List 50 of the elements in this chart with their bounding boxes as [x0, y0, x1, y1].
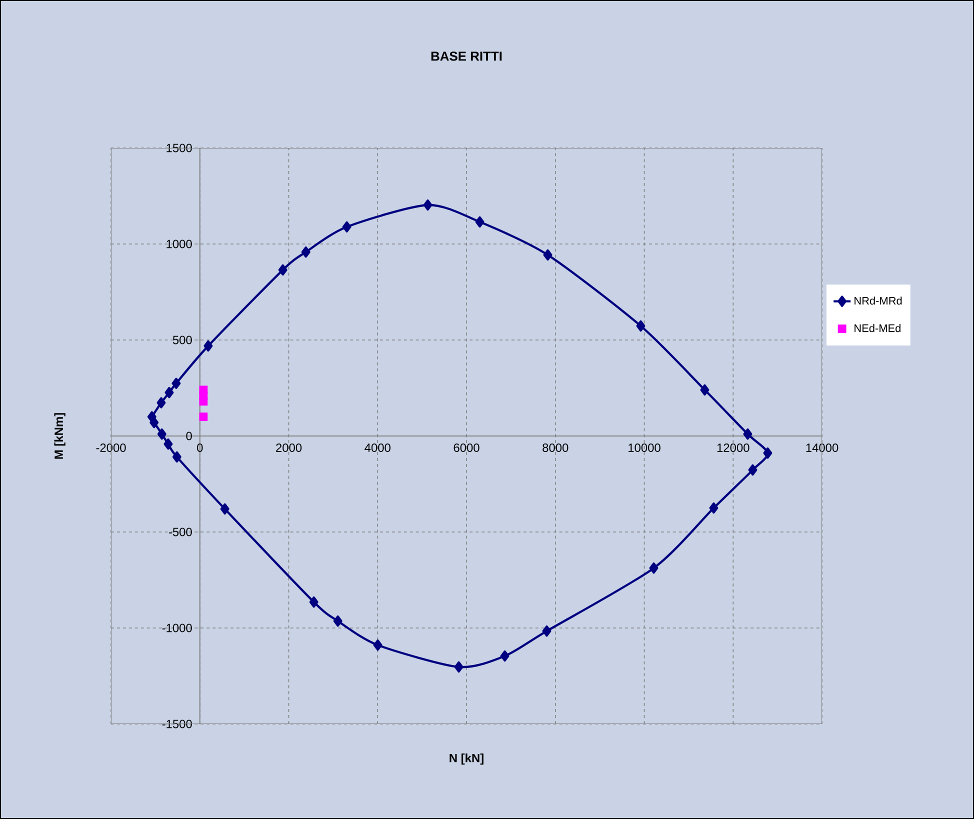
- x-tick-label: 12000: [717, 444, 750, 452]
- point: [150, 416, 159, 428]
- legend-label: NEd-MEd: [854, 324, 900, 332]
- point: [172, 378, 181, 389]
- point: [342, 221, 352, 232]
- x-tick-label: 0: [197, 444, 203, 452]
- point: [164, 386, 174, 398]
- x-axis-title: N [kN]: [450, 754, 484, 765]
- point: [454, 661, 464, 673]
- y-tick-label: 0: [186, 432, 192, 440]
- x-tick-label: 8000: [542, 444, 568, 452]
- point: [172, 451, 182, 463]
- point: [763, 447, 772, 459]
- y-tick-label: -1000: [162, 624, 192, 632]
- y-tick-label: 1000: [166, 240, 192, 248]
- x-tick-label: 10000: [628, 444, 660, 452]
- point: [475, 216, 484, 228]
- point: [636, 320, 646, 332]
- point: [649, 562, 658, 574]
- x-tick-label: -2000: [96, 444, 126, 452]
- legend-label: NRd-MRd: [854, 296, 902, 305]
- x-tick-label: 4000: [364, 444, 390, 452]
- point: [700, 384, 710, 396]
- point: [543, 249, 552, 261]
- point: [423, 199, 432, 211]
- point: [199, 397, 208, 406]
- point: [743, 428, 752, 440]
- chart-title: BASE RITTI: [431, 52, 502, 61]
- x-tick-label: 14000: [806, 444, 838, 452]
- point: [373, 639, 382, 651]
- point: [542, 625, 552, 637]
- y-tick-label: -500: [168, 528, 192, 536]
- point: [278, 264, 288, 276]
- point: [309, 596, 318, 608]
- point: [709, 502, 718, 514]
- point: [333, 615, 342, 627]
- x-tick-label: 6000: [454, 444, 480, 452]
- point: [156, 397, 166, 408]
- point: [204, 340, 213, 352]
- point: [157, 428, 166, 440]
- point: [748, 464, 758, 476]
- point: [199, 412, 208, 421]
- y-axis-title: M [kNm]: [54, 413, 66, 459]
- y-tick-label: 500: [172, 336, 192, 344]
- point: [301, 246, 310, 258]
- point: [220, 503, 230, 515]
- x-tick-label: 2000: [276, 444, 302, 452]
- point: [164, 438, 173, 450]
- point: [500, 650, 510, 662]
- y-tick-label: 1500: [166, 144, 192, 152]
